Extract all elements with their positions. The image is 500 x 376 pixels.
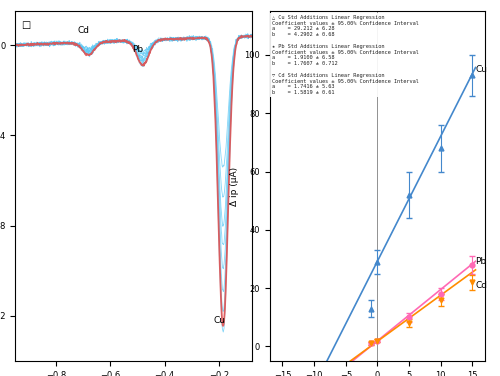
- Text: Pb: Pb: [132, 45, 143, 54]
- Text: △ Cu Std Additions Linear Regression
Coefficient values ± 95.00% Confidence Inte: △ Cu Std Additions Linear Regression Coe…: [272, 15, 419, 95]
- Y-axis label: Δ ip (µA): Δ ip (µA): [230, 167, 239, 206]
- Text: Cu: Cu: [476, 65, 488, 74]
- Text: Pb: Pb: [476, 258, 486, 266]
- Text: Cd: Cd: [476, 281, 488, 290]
- Text: Cu: Cu: [213, 315, 225, 324]
- Text: □: □: [21, 20, 30, 30]
- Text: Cd: Cd: [77, 26, 89, 35]
